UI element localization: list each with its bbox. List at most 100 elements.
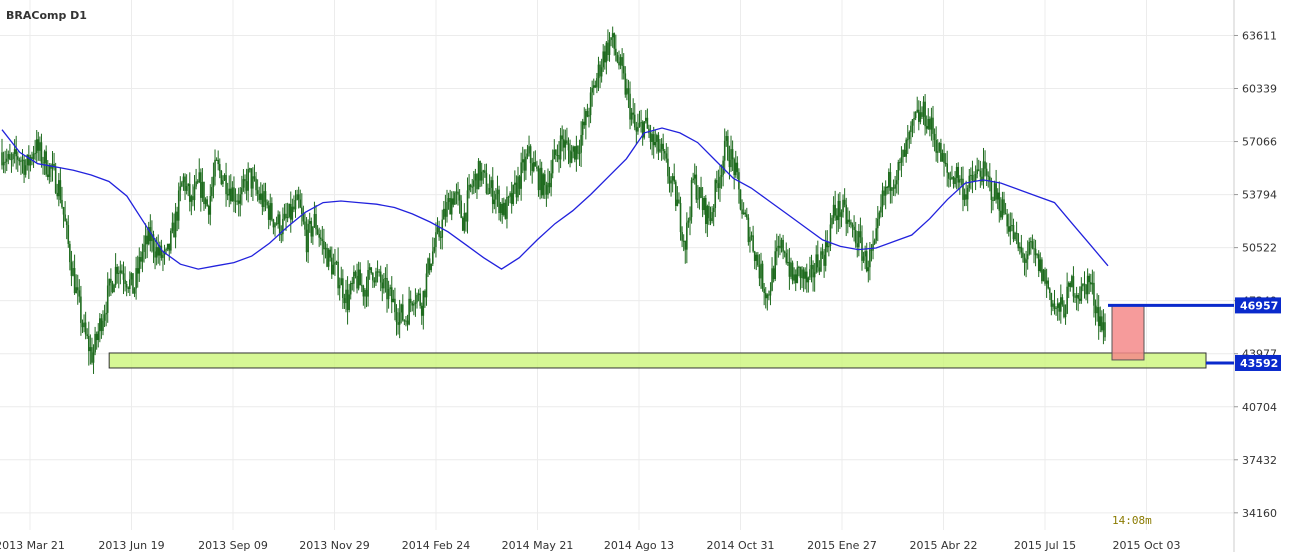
- candle-body: [501, 203, 504, 215]
- candle-body: [80, 296, 82, 323]
- candle-body: [294, 200, 297, 210]
- candle-body: [354, 271, 357, 276]
- candle-body: [372, 272, 374, 281]
- candle-body: [728, 159, 731, 168]
- candle-body: [87, 336, 90, 352]
- candle-body: [673, 176, 676, 182]
- candle-body: [709, 218, 712, 222]
- candle-body: [277, 214, 279, 225]
- candle-body: [687, 220, 690, 223]
- candle-body: [10, 159, 13, 161]
- candle-body: [656, 135, 658, 142]
- candle-body: [697, 198, 699, 200]
- candle-body: [1056, 303, 1059, 308]
- candle-body: [529, 146, 532, 164]
- candle-body: [750, 235, 753, 237]
- candle-body: [938, 143, 941, 152]
- candle-body: [43, 151, 46, 164]
- candle-body: [345, 289, 347, 304]
- candle-body: [1023, 257, 1026, 263]
- candle-body: [460, 200, 462, 218]
- candle-body: [466, 190, 469, 222]
- candle-body: [482, 170, 485, 172]
- candle-body: [613, 33, 616, 49]
- candle-body: [605, 42, 608, 63]
- candle-body: [59, 180, 62, 200]
- candle-body: [884, 186, 887, 196]
- candle-body: [233, 187, 235, 202]
- candle-body: [910, 125, 912, 133]
- candle-body: [405, 320, 407, 322]
- candle-body: [495, 194, 497, 200]
- candle-body: [39, 142, 41, 151]
- y-tick-label: 63611: [1242, 29, 1277, 42]
- candle-body: [318, 233, 320, 238]
- candle-body: [520, 162, 522, 189]
- candle-body: [259, 193, 262, 200]
- candle-body: [897, 162, 900, 181]
- candle-body: [308, 221, 311, 224]
- candle-body: [1011, 225, 1013, 227]
- candle-body: [853, 226, 855, 230]
- candle-body: [443, 208, 445, 220]
- candle-body: [674, 181, 677, 206]
- candle-body: [977, 169, 980, 171]
- moving-average-line: [1, 127, 1109, 270]
- candle-body: [952, 177, 955, 185]
- candle-body: [7, 154, 10, 159]
- candle-body: [566, 140, 568, 144]
- candle-body: [1061, 297, 1064, 305]
- target-zone: [1111, 304, 1145, 361]
- candle-body: [133, 288, 136, 294]
- candle-body: [708, 206, 710, 219]
- candle-body: [72, 268, 74, 276]
- candle-body: [192, 196, 194, 201]
- candle-body: [555, 149, 557, 155]
- candle-body: [668, 176, 671, 184]
- candle-body: [457, 191, 459, 195]
- candle-body: [742, 212, 745, 215]
- candle-body: [960, 178, 963, 180]
- candle-body: [517, 176, 519, 198]
- candle-body: [607, 42, 609, 56]
- candle-body: [499, 203, 502, 214]
- candle-body: [1036, 254, 1038, 256]
- candle-body: [480, 171, 483, 181]
- candle-body: [633, 114, 636, 128]
- candle-body: [78, 290, 81, 297]
- candle-body: [671, 176, 674, 181]
- candle-body: [278, 214, 281, 235]
- candle-body: [883, 190, 885, 196]
- candle-body: [1007, 226, 1010, 232]
- candle-body: [398, 312, 401, 325]
- candle-body: [143, 244, 145, 252]
- candle-body: [402, 304, 404, 321]
- candle-body: [422, 290, 425, 316]
- candle-body: [629, 93, 631, 120]
- candle-body: [110, 278, 112, 283]
- candle-body: [869, 249, 871, 268]
- candle-body: [990, 180, 993, 200]
- candle-body: [114, 266, 117, 286]
- candle-body: [531, 163, 533, 171]
- candle-body: [575, 145, 578, 160]
- candle-body: [880, 206, 882, 213]
- candle-body: [5, 158, 8, 162]
- candle-body: [362, 285, 365, 297]
- candle-body: [304, 221, 306, 230]
- y-tick-label: 34160: [1242, 507, 1277, 520]
- candle-body: [1039, 259, 1042, 272]
- x-axis-ticks: 2013 Mar 21 2013 Jun 19 2013 Sep 09 2013 No…: [0, 539, 1181, 552]
- candle-body: [305, 229, 308, 253]
- candle-body: [933, 133, 936, 141]
- candle-body: [581, 121, 584, 135]
- candle-body: [291, 206, 294, 220]
- candle-body: [121, 270, 123, 274]
- candle-body: [242, 179, 245, 188]
- candle-body: [970, 174, 972, 176]
- candle-body: [307, 223, 309, 253]
- candle-body: [758, 265, 761, 279]
- candle-body: [796, 267, 799, 284]
- candle-body: [783, 251, 786, 254]
- candle-body: [510, 193, 513, 204]
